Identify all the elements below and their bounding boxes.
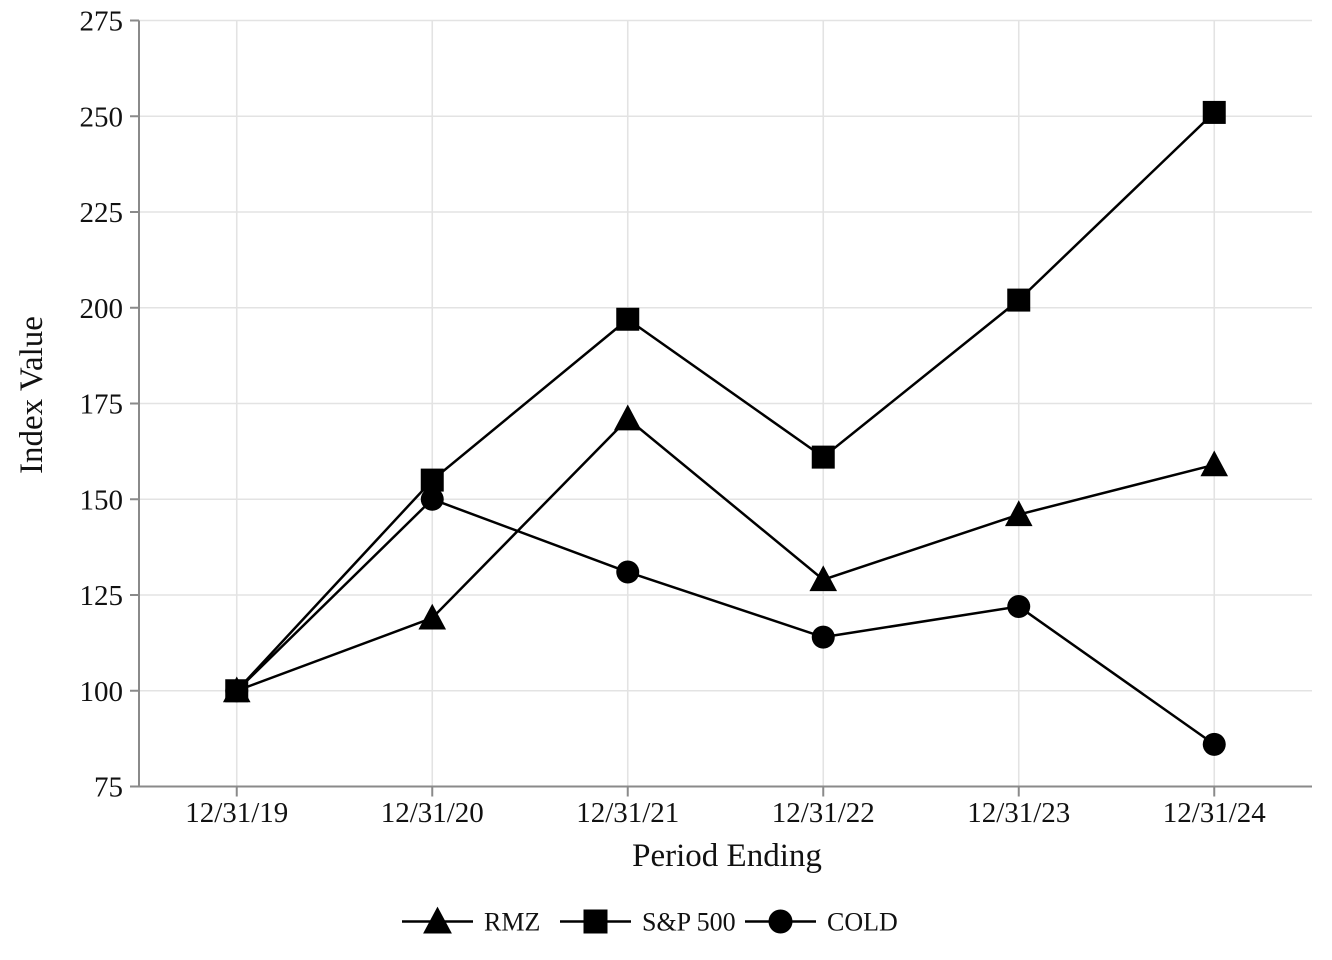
y-axis-title: Index Value [14, 316, 50, 474]
data-point-s-p-500 [811, 445, 835, 469]
data-point-rmz [809, 565, 838, 592]
data-point-cold [811, 625, 835, 649]
y-tick-label: 125 [80, 580, 124, 612]
y-tick-label: 100 [80, 676, 124, 708]
legend-item-cold: COLD [745, 908, 898, 937]
series-line-s-p-500 [235, 111, 1216, 692]
y-tick-label: 275 [80, 6, 124, 38]
x-tick-label: 12/31/23 [967, 797, 1070, 829]
y-tick-label: 150 [80, 484, 124, 516]
data-point-cold [420, 487, 444, 511]
data-series [222, 100, 1229, 756]
axes [130, 19, 1312, 797]
y-tick-label: 175 [80, 389, 124, 421]
legend-item-rmz: RMZ [402, 906, 540, 937]
data-point-s-p-500 [1202, 100, 1226, 124]
data-point-cold [1202, 732, 1226, 756]
data-point-rmz [1004, 500, 1033, 527]
legend: RMZ S&P 500 COLD [402, 906, 898, 937]
legend-triangle-icon [423, 906, 452, 934]
data-point-s-p-500 [1007, 288, 1031, 312]
data-point-rmz [418, 603, 447, 630]
data-point-rmz [613, 404, 642, 431]
data-point-cold [616, 560, 640, 584]
data-point-cold [1007, 594, 1031, 618]
legend-label-rmz: RMZ [484, 908, 540, 937]
data-point-s-p-500 [420, 468, 444, 492]
x-tick-label: 12/31/22 [772, 797, 875, 829]
data-point-rmz [1200, 450, 1229, 477]
x-tick-label: 12/31/21 [576, 797, 679, 829]
y-tick-label: 75 [94, 772, 123, 804]
data-point-cold [225, 679, 249, 703]
series-line-rmz [236, 417, 1215, 692]
gridlines [139, 19, 1312, 788]
x-axis-title: Period Ending [632, 838, 822, 874]
legend-label-cold: COLD [827, 908, 898, 937]
data-point-s-p-500 [616, 307, 640, 331]
x-tick-label: 12/31/19 [185, 797, 288, 829]
series-line-cold [235, 497, 1215, 746]
x-tick-labels: 12/31/19 12/31/20 12/31/21 12/31/22 12/31/23… [185, 797, 1266, 829]
y-tick-label: 200 [80, 293, 124, 325]
y-tick-label: 225 [80, 197, 124, 229]
y-tick-labels: 75 100 125 150 175 200 225 250 275 [80, 6, 124, 804]
x-tick-label: 12/31/24 [1163, 797, 1267, 829]
legend-circle-icon [768, 909, 793, 934]
y-tick-label: 250 [80, 101, 124, 133]
x-tick-label: 12/31/20 [381, 797, 484, 829]
legend-item-s-p-500: S&P 500 [560, 908, 736, 937]
legend-label-s-p-500: S&P 500 [642, 908, 736, 937]
legend-square-icon [583, 909, 608, 934]
